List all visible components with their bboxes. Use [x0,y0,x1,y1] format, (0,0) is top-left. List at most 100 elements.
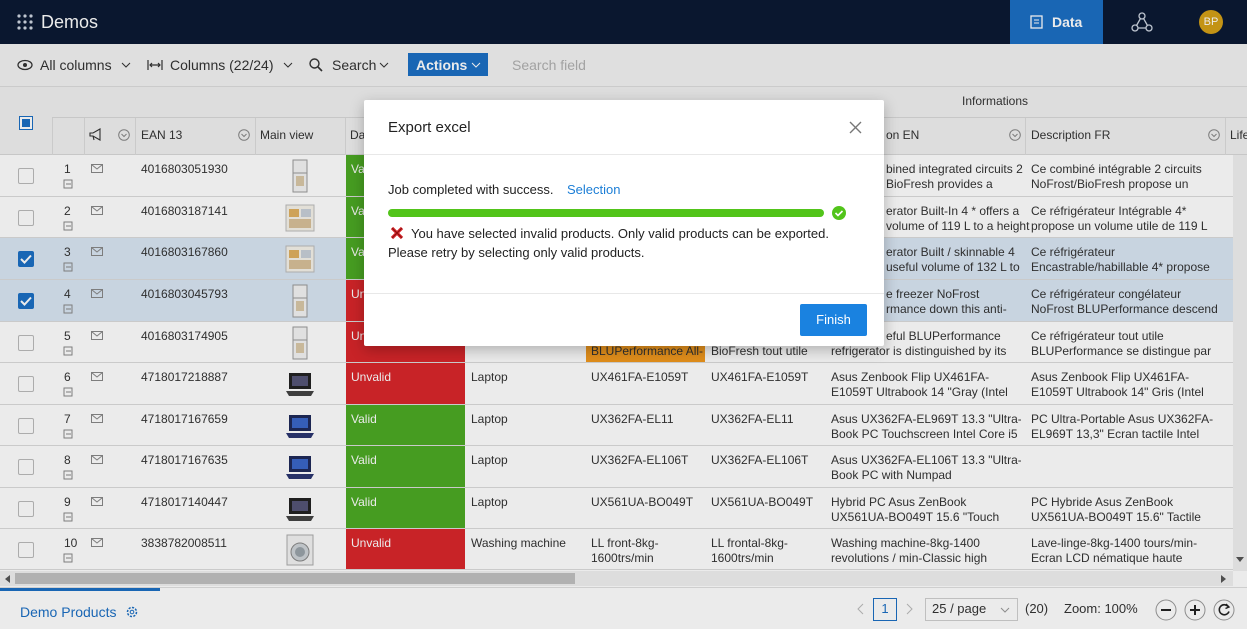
status-cell [346,488,465,528]
zoom-out[interactable] [1155,599,1177,621]
error-icon [390,226,404,240]
product-type: Washing machine [471,536,566,550]
reference-2: 1600trs/min [711,551,774,565]
selection-link[interactable]: Selection [567,182,621,197]
data-tab-label[interactable]: Data [1052,14,1083,30]
scroll-right [1221,575,1226,583]
row-checkbox[interactable] [18,335,34,351]
filter-icon [1009,129,1021,141]
row-checkbox[interactable] [18,210,34,226]
row-edit-icon [63,262,73,272]
status-label: Va [351,245,365,259]
row-mail-icon [91,289,103,298]
row-checkbox[interactable] [18,542,34,558]
column-header: on EN [886,128,920,142]
row-mail-icon [91,331,103,340]
description-fr: Encastrable/habillable 4* propose [1031,260,1210,274]
apps-icon [17,14,33,30]
description-fr: PC Hybride Asus ZenBook [1031,495,1174,509]
description-fr: Asus Zenbook Flip UX461FA- [1031,370,1190,384]
description-en: e freezer NoFrost [886,287,980,301]
settings-icon [126,606,138,618]
chevron [121,62,131,68]
product-image [286,415,314,438]
reference-1: UX362FA-EL106T [591,453,689,467]
status-label: Valid [351,453,377,467]
product-image [286,373,314,396]
all-columns[interactable]: All columns [40,57,112,73]
product-image [292,326,308,360]
actions-button[interactable] [408,53,488,76]
description-fr: EL969T 13,3" Ecran tactile Intel [1031,427,1200,441]
filter-icon [238,129,250,141]
avatar-initials[interactable]: BP [1203,16,1219,28]
status-label: Un [351,287,367,301]
description-fr: Ecran LCD nématique haute [1031,551,1183,565]
avatar[interactable] [1199,10,1223,34]
product-image [286,534,314,566]
modal-close[interactable] [849,121,862,134]
row-mail-icon [91,247,103,256]
ean-code: 4718017167659 [141,412,228,426]
row-number: 6 [64,370,71,384]
page-number[interactable]: 1 [881,601,889,616]
check-mark [20,254,32,264]
row-checkbox[interactable] [18,168,34,184]
description-en: eful BLUPerformance [886,329,1001,343]
ean-code: 4016803045793 [141,287,228,301]
search-field[interactable]: Search field [512,57,586,73]
refresh[interactable] [1213,599,1235,621]
reference-1: UX461FA-E1059T [591,370,689,384]
column-header: Main view [260,128,314,142]
finish-label[interactable]: Finish [816,312,851,327]
zoom-in[interactable] [1184,599,1206,621]
app-title: Demos [41,12,99,32]
row-checkbox[interactable] [18,376,34,392]
reference-1: UX561UA-BO049T [591,495,694,509]
status-label: Unvalid [351,536,392,550]
product-image [292,284,308,318]
error-message: Please retry by selecting only valid pro… [388,245,645,260]
description-fr: Ce réfrigérateur congélateur [1031,287,1182,301]
header-select-all-mark [22,119,30,127]
chevron [471,62,481,68]
status-cell [346,446,465,487]
page-size-select[interactable] [925,598,1018,621]
row-checkbox[interactable] [18,418,34,434]
description-fr: propose un volume utile de 119 L [1031,219,1208,233]
row-edit-icon [63,221,73,231]
modal [364,100,884,346]
table-row [0,446,1233,488]
row-number: 2 [64,204,71,218]
network-icon[interactable] [1131,11,1153,33]
row-mail-icon [91,164,103,173]
row-number: 8 [64,453,71,467]
row-checkbox[interactable] [18,459,34,475]
success-message: Job completed with success. [388,182,554,197]
search-icon [309,58,323,72]
description-en: BioFresh provides a [886,177,993,191]
row-checkbox[interactable] [18,251,34,267]
row-mail-icon [91,538,103,547]
row-edit-icon [63,346,73,356]
page-size[interactable]: 25 / page [932,601,987,616]
product-type: Laptop [471,495,508,509]
finish-button[interactable] [800,304,867,336]
row-checkbox[interactable] [18,293,34,309]
data-tab[interactable] [1010,0,1103,44]
page-box[interactable] [873,598,897,621]
row-number: 1 [64,162,71,176]
table-row [0,488,1233,529]
sheet-tab[interactable]: Demo Products [20,604,117,620]
ean-code: 4016803051930 [141,162,228,176]
columns-button[interactable]: Columns (22/24) [170,57,274,73]
row-checkbox[interactable] [18,501,34,517]
search-button[interactable]: Search [332,57,377,73]
description-fr: Ce réfrigérateur tout utile [1031,329,1164,343]
ean-code: 4718017167635 [141,453,228,467]
actions-label[interactable]: Actions [416,57,468,73]
footer [0,587,1247,629]
product-type: Laptop [471,412,508,426]
description-en: volume of 119 L to a height [886,219,1030,233]
